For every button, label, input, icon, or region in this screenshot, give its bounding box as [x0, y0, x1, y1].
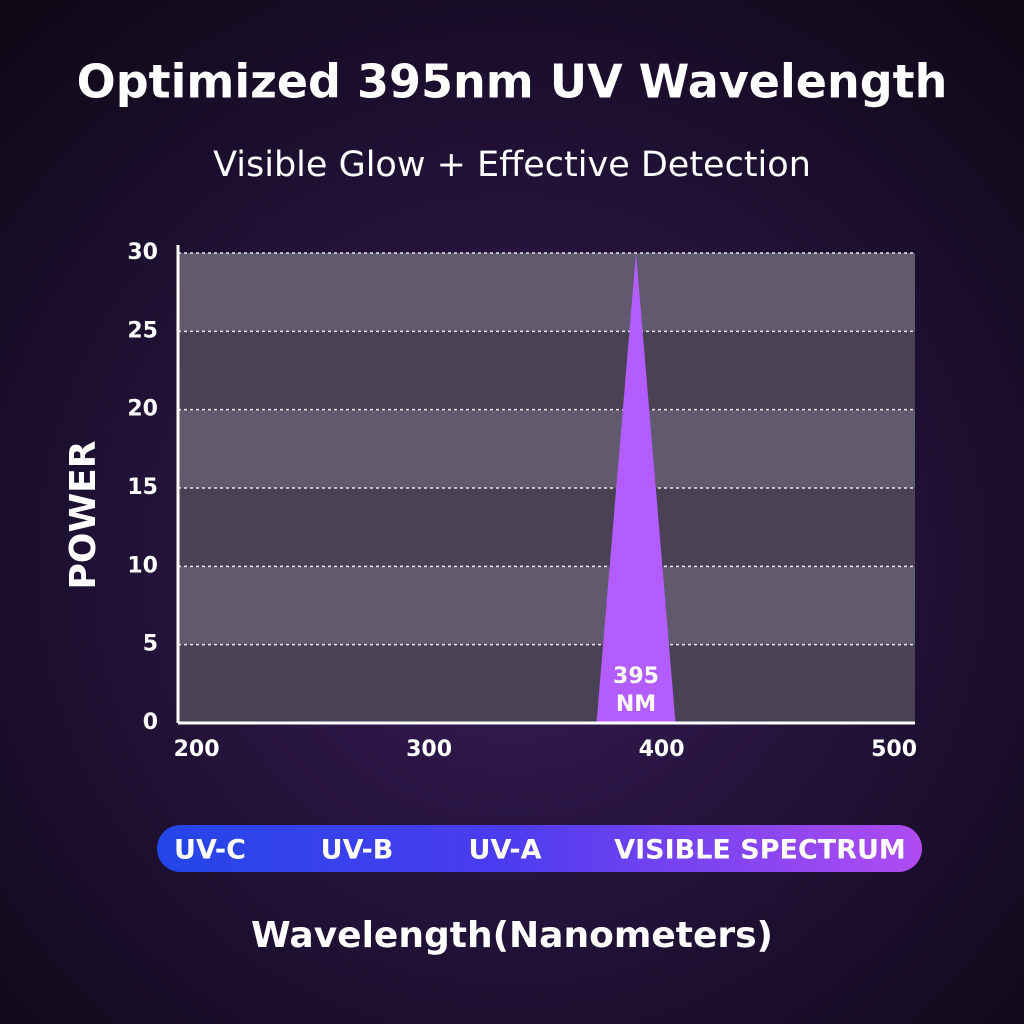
y-tick-label: 5 — [143, 632, 158, 657]
x-axis-label: Wavelength(Nanometers) — [251, 915, 773, 956]
plot-stripe — [178, 644, 915, 723]
plot-stripe — [178, 488, 915, 567]
x-tick-label: 300 — [406, 737, 452, 762]
y-tick-label: 0 — [143, 710, 158, 735]
y-tick-label: 25 — [127, 318, 158, 343]
spectrum-label: UV-B — [321, 835, 394, 866]
peak-annotation: 395 — [613, 664, 659, 689]
y-axis-label: POWER — [63, 440, 104, 589]
x-tick-label: 400 — [639, 737, 685, 762]
spectrum-label: UV-C — [174, 835, 246, 866]
chart-title: Optimized 395nm UV Wavelength — [77, 55, 948, 109]
peak-area — [596, 253, 676, 723]
x-tick-label: 200 — [174, 737, 220, 762]
peak-annotation: NM — [616, 692, 656, 717]
plot-stripe — [178, 253, 915, 332]
y-tick-label: 10 — [127, 553, 158, 578]
spectrum-label: VISIBLE SPECTRUM — [614, 835, 906, 866]
y-tick-label: 20 — [127, 397, 158, 422]
y-tick-label: 15 — [127, 475, 158, 500]
chart-subtitle: Visible Glow + Effective Detection — [213, 145, 811, 185]
x-tick-label: 500 — [871, 737, 917, 762]
y-tick-label: 30 — [127, 240, 158, 265]
plot-stripe — [178, 409, 915, 488]
spectrum-bar — [157, 825, 922, 872]
plot-stripe — [178, 331, 915, 410]
plot-stripe — [178, 566, 915, 645]
spectrum-label: UV-A — [469, 835, 542, 866]
